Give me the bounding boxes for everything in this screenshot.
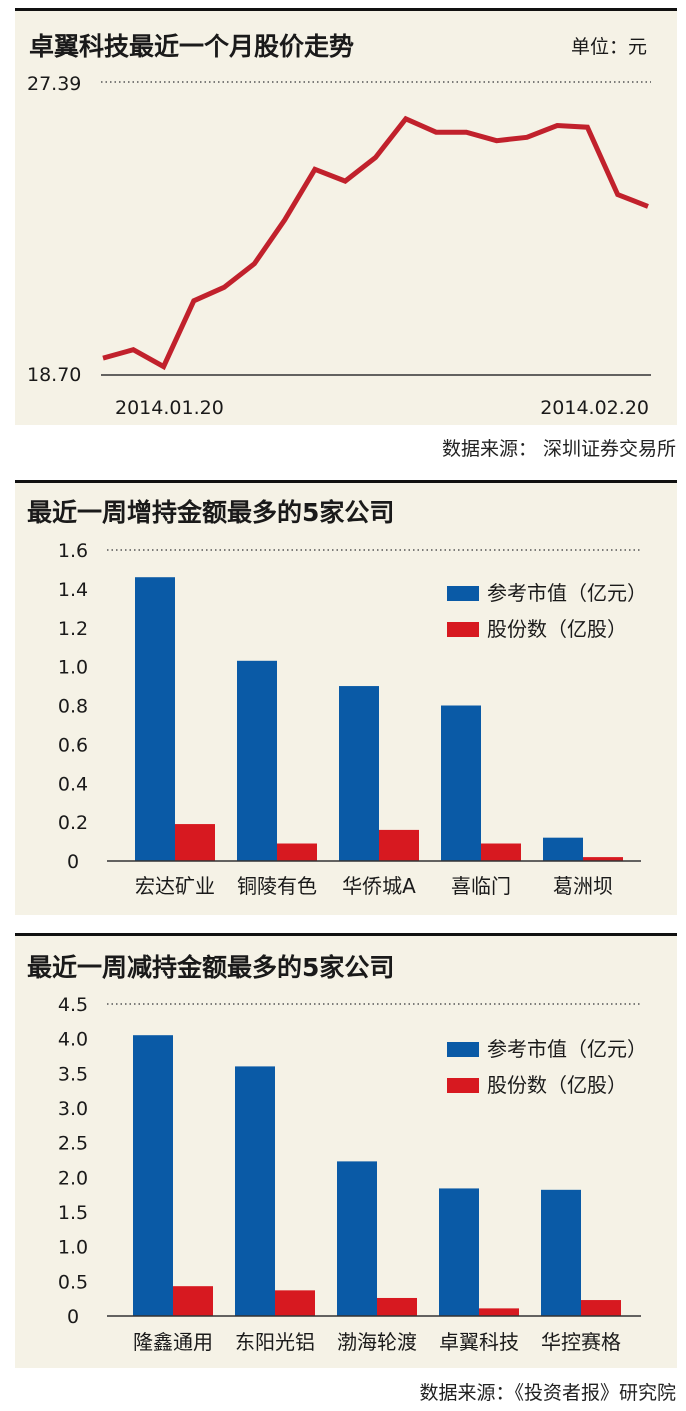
market-value-bar xyxy=(337,1161,377,1316)
chart-title: 最近一周增持金额最多的5家公司 xyxy=(27,498,394,527)
y-tick-label: 2.0 xyxy=(58,1167,88,1189)
legend-label: 参考市值（亿元） xyxy=(487,1037,647,1061)
data-source-note: 数据来源： 深圳证券交易所 xyxy=(441,438,676,460)
legend-label: 参考市值（亿元） xyxy=(487,581,647,605)
y-tick-label: 0.4 xyxy=(58,773,88,795)
share-count-bar xyxy=(581,1300,621,1316)
increase-holdings-bar-chart: 最近一周增持金额最多的5家公司 0 0.2 0.4 0.6 0.8 1.0 1.2 1.4 1.… xyxy=(27,498,647,898)
legend-label: 股份数（亿股） xyxy=(487,1073,627,1097)
y-tick-label: 2.5 xyxy=(58,1133,88,1155)
y-tick-label: 0.6 xyxy=(58,734,88,756)
y-tick-label: 1.2 xyxy=(58,618,88,640)
decrease-holdings-bar-chart: 最近一周减持金额最多的5家公司 0 0.5 1.0 1.5 2.0 2.5 3.0 3.5 4.… xyxy=(27,953,647,1354)
share-count-bar xyxy=(377,1297,417,1316)
stock-price-panel: 卓翼科技最近一个月股价走势 单位：元 27.39 18.70 2014.01.2… xyxy=(15,8,677,425)
y-tick-label-max: 27.39 xyxy=(27,73,81,95)
category-label: 东阳光铝 xyxy=(235,1330,315,1354)
market-value-bar xyxy=(543,837,583,861)
market-value-bar xyxy=(133,1035,173,1316)
market-value-bar xyxy=(439,1188,479,1316)
legend-swatch-share-count xyxy=(447,1078,479,1093)
share-count-bar xyxy=(481,843,521,861)
share-count-bar xyxy=(379,829,419,861)
chart-title: 卓翼科技最近一个月股价走势 xyxy=(29,32,354,61)
y-tick-label: 1.5 xyxy=(58,1202,88,1224)
y-tick-label: 0.5 xyxy=(58,1271,88,1293)
market-value-bar xyxy=(235,1066,275,1316)
category-label: 喜临门 xyxy=(451,874,511,898)
share-count-bar xyxy=(173,1286,213,1316)
y-tick-label: 1.6 xyxy=(58,540,88,562)
category-label: 华控赛格 xyxy=(541,1330,621,1354)
share-count-bar xyxy=(275,1290,315,1316)
x-tick-label-start: 2014.01.20 xyxy=(115,397,224,419)
share-count-bar xyxy=(277,843,317,861)
market-value-bar xyxy=(339,686,379,861)
share-count-bar xyxy=(175,824,215,861)
y-tick-label: 3.5 xyxy=(58,1063,88,1085)
category-label: 渤海轮渡 xyxy=(337,1330,417,1354)
market-value-bar xyxy=(135,577,175,861)
y-tick-label: 0.8 xyxy=(58,696,88,718)
data-source-note: 数据来源：《投资者报》研究院 xyxy=(419,1382,676,1404)
y-tick-label: 4.5 xyxy=(58,994,88,1016)
y-tick-label: 0.2 xyxy=(58,812,88,834)
y-tick-label: 1.0 xyxy=(58,657,88,679)
market-value-bar xyxy=(441,705,481,861)
category-label: 隆鑫通用 xyxy=(133,1330,213,1354)
y-tick-label: 3.0 xyxy=(58,1098,88,1120)
y-tick-label: 1.4 xyxy=(58,579,88,601)
legend-swatch-market-value xyxy=(447,586,479,601)
share-count-bar xyxy=(479,1308,519,1316)
y-tick-label: 0 xyxy=(67,1306,79,1328)
unit-label: 单位：元 xyxy=(571,36,647,58)
category-label: 铜陵有色 xyxy=(237,874,317,898)
market-value-bar xyxy=(541,1189,581,1316)
y-tick-label-min: 18.70 xyxy=(27,364,81,386)
x-tick-label-end: 2014.02.20 xyxy=(540,397,649,419)
chart-title: 最近一周减持金额最多的5家公司 xyxy=(27,953,394,982)
legend-swatch-market-value xyxy=(447,1042,479,1057)
market-value-bar xyxy=(237,660,277,861)
category-label: 葛洲坝 xyxy=(553,874,613,898)
share-count-bar xyxy=(583,857,623,861)
category-label: 华侨城A xyxy=(342,874,416,898)
legend-swatch-share-count xyxy=(447,622,479,637)
category-label: 宏达矿业 xyxy=(135,874,215,898)
y-tick-label: 1.0 xyxy=(58,1237,88,1259)
y-tick-label: 0 xyxy=(67,851,79,873)
decrease-holdings-panel: 最近一周减持金额最多的5家公司 0 0.5 1.0 1.5 2.0 2.5 3.0 3.5 4.… xyxy=(15,933,677,1368)
stock-price-line-chart: 卓翼科技最近一个月股价走势 单位：元 27.39 18.70 2014.01.2… xyxy=(27,32,651,419)
legend-label: 股份数（亿股） xyxy=(487,617,627,641)
increase-holdings-panel: 最近一周增持金额最多的5家公司 0 0.2 0.4 0.6 0.8 1.0 1.2 1.4 1.… xyxy=(15,480,677,915)
price-series-line xyxy=(102,115,649,371)
y-tick-label: 4.0 xyxy=(58,1029,88,1051)
category-label: 卓翼科技 xyxy=(439,1330,519,1354)
